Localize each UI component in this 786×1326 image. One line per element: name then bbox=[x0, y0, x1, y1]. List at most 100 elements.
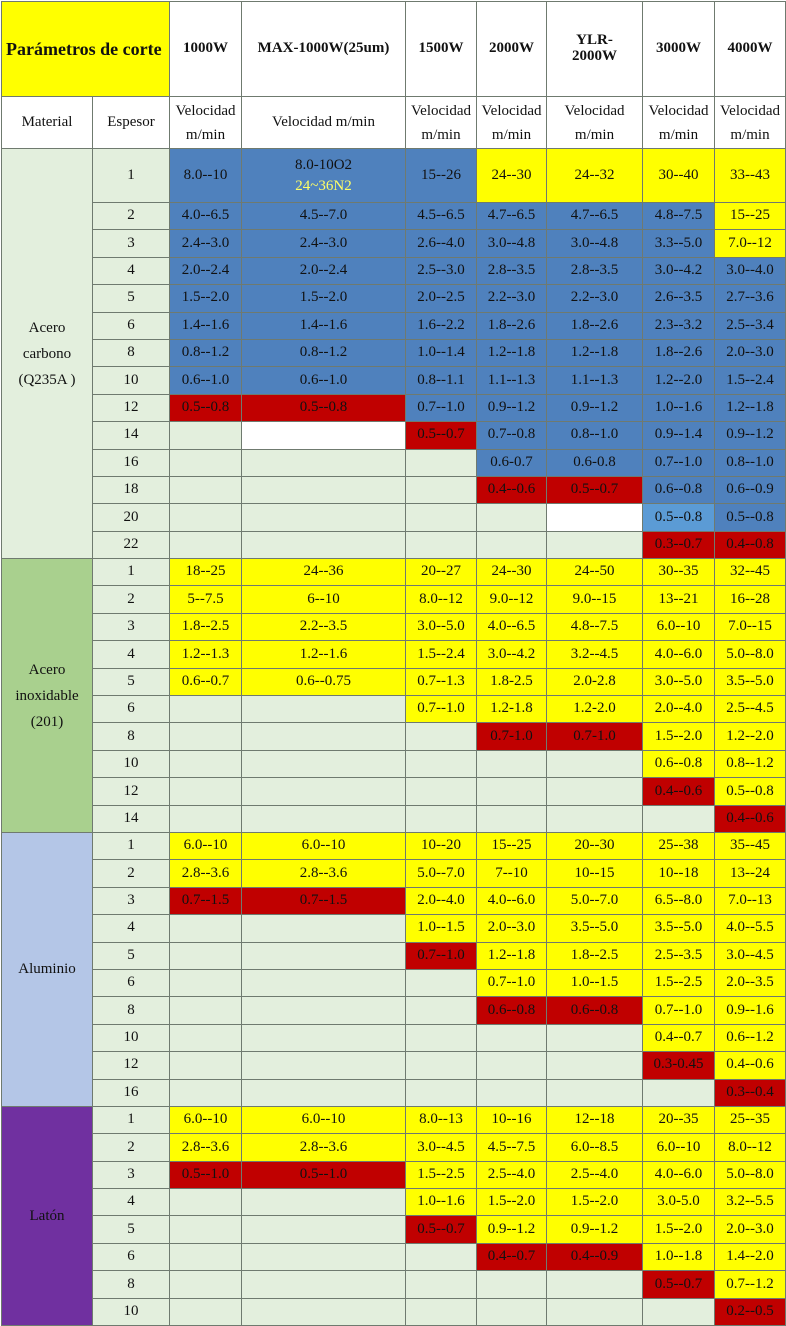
speed-cell-3000w: 0.3--0.7 bbox=[642, 530, 715, 560]
speed-cell-3000w bbox=[642, 804, 715, 833]
speed-cell-1000w bbox=[169, 777, 242, 806]
speed-cell-1500w: 0.5--0.7 bbox=[405, 421, 477, 450]
speed-cell-1500w: 1.0--1.5 bbox=[405, 914, 477, 943]
speed-cell-1000w bbox=[169, 749, 242, 779]
speed-cell-max-1000w: 2.4--3.0 bbox=[241, 229, 406, 258]
speed-cell-4000w: 2.5--3.4 bbox=[714, 311, 786, 340]
speed-cell-max-1000w bbox=[241, 722, 406, 751]
table-row: 3 0.5--1.0 0.5--1.0 1.5--2.5 2.5--4.0 2.5--4.… bbox=[2, 1160, 786, 1190]
speed-cell-1000w bbox=[169, 1242, 242, 1272]
speed-cell-max-1000w bbox=[241, 695, 406, 724]
speed-header-3000w: Velocidad m/min bbox=[642, 96, 715, 149]
power-header-1500w: 1500W bbox=[405, 1, 477, 97]
speed-cell-ylr-2000w: 2.0-2.8 bbox=[546, 667, 643, 697]
speed-cell-1500w bbox=[405, 1078, 477, 1107]
table-row: 8 0.5--0.7 0.7--1.2 bbox=[2, 1270, 786, 1299]
speed-cell-1500w bbox=[405, 1270, 477, 1299]
thickness-cell: 4 bbox=[92, 914, 170, 943]
speed-cell-1000w: 1.8--2.5 bbox=[169, 612, 242, 642]
speed-cell-2000w: 2.2--3.0 bbox=[476, 284, 547, 313]
table-row: 4 1.0--1.5 2.0--3.0 3.5--5.0 3.5--5.0 4.0--5.… bbox=[2, 914, 786, 943]
speed-cell-ylr-2000w: 24--32 bbox=[546, 148, 643, 203]
speed-cell-4000w: 0.9--1.6 bbox=[714, 996, 786, 1025]
speed-cell-3000w: 0.7--1.0 bbox=[642, 996, 715, 1025]
speed-cell-1500w: 0.7--1.0 bbox=[405, 393, 477, 423]
speed-cell-2000w bbox=[476, 777, 547, 806]
speed-cell-4000w: 15--25 bbox=[714, 201, 786, 231]
speed-cell-ylr-2000w: 0.9--1.2 bbox=[546, 1215, 643, 1244]
speed-cell-3000w: 1.0--1.8 bbox=[642, 1242, 715, 1272]
table-row: 18 0.4--0.6 0.5--0.7 0.6--0.8 0.6--0.9 bbox=[2, 475, 786, 505]
speed-cell-ylr-2000w bbox=[546, 1270, 643, 1299]
speed-cell-4000w: 3.0--4.5 bbox=[714, 941, 786, 970]
speed-cell-4000w: 0.9--1.2 bbox=[714, 421, 786, 450]
speed-cell-1500w: 1.5--2.5 bbox=[405, 1160, 477, 1190]
speed-cell-4000w: 0.6--0.9 bbox=[714, 475, 786, 505]
speed-cell-2000w: 24--30 bbox=[476, 558, 547, 587]
speed-cell-2000w: 1.5--2.0 bbox=[476, 1188, 547, 1217]
speed-cell-max-1000w bbox=[241, 503, 406, 532]
speed-cell-ylr-2000w: 1.8--2.5 bbox=[546, 941, 643, 970]
speed-cell-1000w bbox=[169, 1078, 242, 1107]
speed-cell-1000w bbox=[169, 1270, 242, 1299]
speed-cell-1000w bbox=[169, 1023, 242, 1053]
table-row: 12 0.5--0.8 0.5--0.8 0.7--1.0 0.9--1.2 0.9--1… bbox=[2, 393, 786, 423]
speed-cell-3000w: 0.7--1.0 bbox=[642, 448, 715, 477]
speed-cell-max-1000w bbox=[241, 1215, 406, 1244]
speed-cell-3000w: 1.5--2.0 bbox=[642, 1215, 715, 1244]
table-row: 14 0.5--0.7 0.7--0.8 0.8--1.0 0.9--1.4 0.9--1… bbox=[2, 421, 786, 450]
speed-cell-3000w: 0.9--1.4 bbox=[642, 421, 715, 450]
thickness-cell: 18 bbox=[92, 475, 170, 505]
table-row: 8 0.8--1.2 0.8--1.2 1.0--1.4 1.2--1.8 1.2--1.… bbox=[2, 338, 786, 368]
speed-cell-2000w: 0.7--0.8 bbox=[476, 421, 547, 450]
speed-cell-ylr-2000w bbox=[546, 1297, 643, 1326]
speed-cell-2000w: 24--30 bbox=[476, 148, 547, 203]
thickness-cell: 12 bbox=[92, 1051, 170, 1080]
speed-cell-max-1000w: 6.0--10 bbox=[241, 831, 406, 861]
speed-cell-4000w: 33--43 bbox=[714, 148, 786, 203]
speed-cell-max-1000w bbox=[241, 804, 406, 833]
table-row: 22 0.3--0.7 0.4--0.8 bbox=[2, 530, 786, 560]
speed-cell-1000w: 6.0--10 bbox=[169, 1105, 242, 1135]
speed-cell-1000w bbox=[169, 503, 242, 532]
speed-cell-2000w: 2.5--4.0 bbox=[476, 1160, 547, 1190]
speed-cell-2000w: 2.0--3.0 bbox=[476, 914, 547, 943]
speed-cell-max-1000w bbox=[241, 941, 406, 970]
table-row: Aluminio 1 6.0--10 6.0--10 10--20 15--25 20--3… bbox=[1, 831, 786, 1107]
speed-cell-3000w: 10--18 bbox=[642, 859, 715, 888]
speed-header-max-1000w: Velocidad m/min bbox=[241, 96, 406, 149]
speed-cell-3000w: 3.3--5.0 bbox=[642, 229, 715, 258]
speed-cell-1000w: 0.5--1.0 bbox=[169, 1160, 242, 1190]
speed-cell-4000w: 2.0--3.0 bbox=[714, 338, 786, 368]
speed-cell-3000w: 1.5--2.5 bbox=[642, 968, 715, 998]
speed-cell-ylr-2000w bbox=[546, 1051, 643, 1080]
speed-cell-1000w: 8.0--10 bbox=[169, 148, 242, 203]
thickness-cell: 1 bbox=[92, 831, 170, 861]
speed-cell-4000w: 0.4--0.6 bbox=[714, 804, 786, 833]
speed-cell-max-1000w: 1.4--1.6 bbox=[241, 311, 406, 340]
thickness-cell: 14 bbox=[92, 421, 170, 450]
speed-cell-1000w bbox=[169, 1297, 242, 1326]
speed-cell-ylr-2000w: 12--18 bbox=[546, 1105, 643, 1135]
speed-cell-3000w bbox=[642, 1078, 715, 1107]
speed-cell-1500w: 1.5--2.4 bbox=[405, 640, 477, 669]
speed-cell-4000w: 7.0--15 bbox=[714, 612, 786, 642]
table-row: 16 0.6-0.7 0.6-0.8 0.7--1.0 0.8--1.0 bbox=[2, 448, 786, 477]
thickness-cell: 2 bbox=[92, 1133, 170, 1162]
table-row: 4 1.2--1.3 1.2--1.6 1.5--2.4 3.0--4.2 3.2--4.… bbox=[2, 640, 786, 669]
speed-cell-4000w: 1.2--1.8 bbox=[714, 393, 786, 423]
speed-cell-1500w: 3.0--4.5 bbox=[405, 1133, 477, 1162]
power-header-2000w: 2000W bbox=[476, 1, 547, 97]
speed-cell-max-1000w: 0.8--1.2 bbox=[241, 338, 406, 368]
speed-cell-3000w: 4.0--6.0 bbox=[642, 640, 715, 669]
speed-cell-1000w: 0.7--1.5 bbox=[169, 886, 242, 916]
speed-cell-max-1000w bbox=[241, 996, 406, 1025]
speed-cell-2000w: 4.7--6.5 bbox=[476, 201, 547, 231]
speed-cell-max-1000w bbox=[241, 1270, 406, 1299]
speed-cell-max-1000w bbox=[241, 530, 406, 560]
speed-cell-4000w: 1.4--2.0 bbox=[714, 1242, 786, 1272]
speed-cell-1000w: 18--25 bbox=[169, 558, 242, 587]
thickness-cell: 22 bbox=[92, 530, 170, 560]
speed-cell-ylr-2000w: 4.8--7.5 bbox=[546, 612, 643, 642]
thickness-cell: 4 bbox=[92, 256, 170, 286]
